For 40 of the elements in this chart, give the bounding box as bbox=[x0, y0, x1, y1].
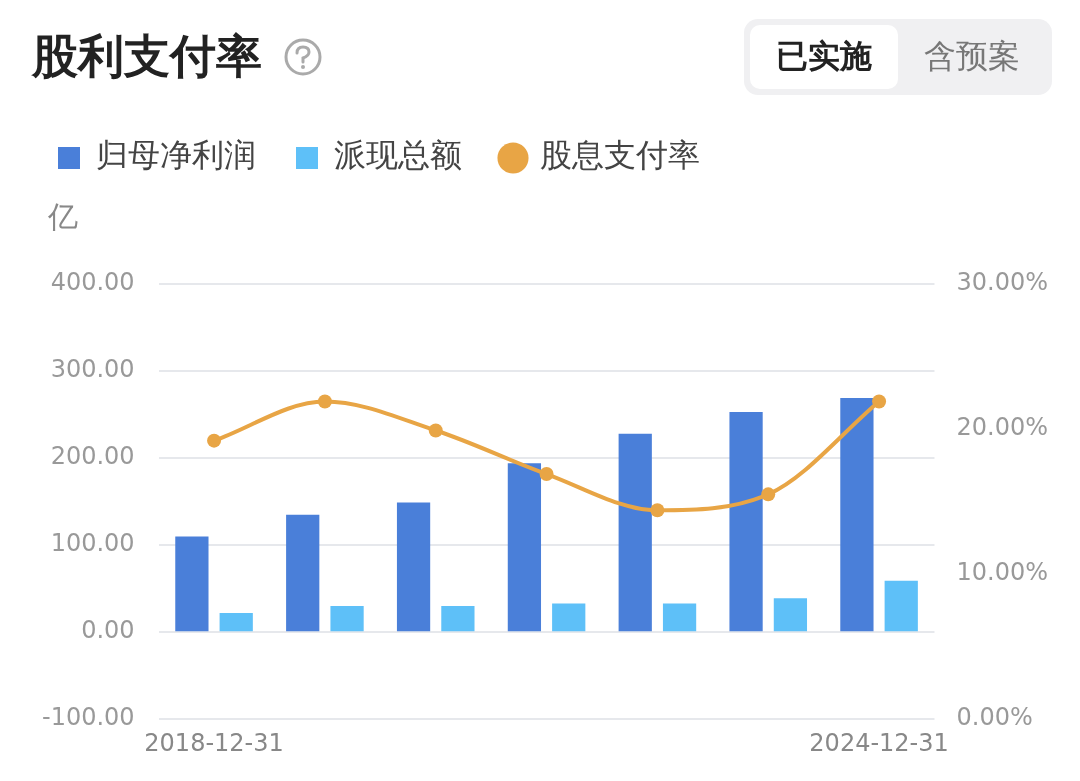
y2-tick-label: 20.00% bbox=[956, 413, 1048, 442]
bar bbox=[729, 411, 763, 632]
y2-tick-label: 10.00% bbox=[956, 558, 1048, 587]
bar bbox=[330, 606, 364, 632]
point bbox=[428, 423, 443, 438]
bar bbox=[396, 502, 431, 632]
y2-tick-label: 0.00% bbox=[956, 703, 1033, 732]
bar bbox=[175, 536, 209, 632]
y-tick-label: -100.00 bbox=[42, 703, 135, 732]
bar bbox=[286, 514, 320, 632]
y-tick-label: 0.00 bbox=[81, 616, 135, 645]
bar bbox=[618, 433, 652, 632]
y-tick-label: 400.00 bbox=[50, 268, 135, 297]
bar bbox=[507, 463, 542, 632]
y-axis-title: 亿 bbox=[47, 198, 78, 234]
point bbox=[317, 394, 332, 409]
y2-tick-label: 30.00% bbox=[956, 268, 1048, 297]
point bbox=[872, 394, 887, 409]
y-tick-label: 200.00 bbox=[50, 442, 135, 471]
bar bbox=[884, 580, 918, 632]
bar bbox=[441, 606, 475, 632]
point bbox=[650, 503, 665, 518]
bar bbox=[219, 613, 253, 632]
bar bbox=[840, 398, 874, 632]
point bbox=[539, 467, 554, 482]
legend-label: 归母净利润 bbox=[96, 136, 256, 175]
chart-title: 股利支付率 bbox=[32, 28, 262, 85]
point bbox=[761, 487, 776, 502]
y-tick-label: 100.00 bbox=[50, 529, 135, 558]
point bbox=[207, 433, 222, 448]
bar bbox=[662, 603, 697, 632]
legend-label: 派现总额 bbox=[334, 136, 462, 175]
bar bbox=[773, 598, 808, 632]
text: 含预案 bbox=[923, 36, 1021, 77]
bar bbox=[552, 603, 586, 632]
legend-label: 股息支付率 bbox=[540, 136, 700, 175]
x-tick-label: 2018-12-31 bbox=[144, 728, 284, 757]
x-tick-label: 2024-12-31 bbox=[809, 728, 949, 757]
y-tick-label: 300.00 bbox=[50, 355, 135, 384]
text: 已实施 bbox=[750, 25, 898, 89]
